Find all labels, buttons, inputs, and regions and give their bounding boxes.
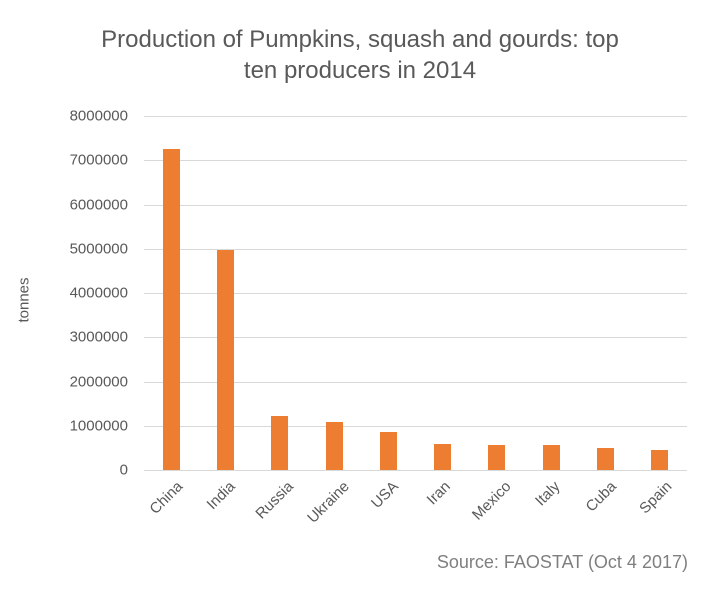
bar-usa	[379, 431, 397, 470]
x-tick-label: Italy	[531, 478, 564, 510]
x-tick-label: Spain	[635, 478, 676, 518]
gridline	[144, 470, 687, 471]
bar-india	[216, 249, 234, 470]
y-tick-label: 6000000	[69, 196, 128, 213]
gridline	[144, 293, 687, 294]
y-tick-label: 4000000	[69, 284, 128, 302]
x-tick-label: India	[203, 478, 239, 514]
chart-title-line-2: ten producers in 2014	[243, 57, 477, 84]
bar-spain	[651, 449, 669, 470]
gridline	[144, 160, 687, 162]
y-axis-label: tonnes	[15, 277, 33, 323]
x-tick-label: Iran	[423, 478, 455, 509]
bar-china	[162, 149, 180, 470]
y-tick-label: 8000000	[69, 107, 128, 125]
source-note: Source: FAOSTAT (Oct 4 2017)	[436, 552, 688, 572]
gridline	[144, 116, 687, 117]
gridline	[144, 248, 687, 250]
x-tick-label: China	[146, 478, 187, 518]
x-tick-label: Cuba	[582, 478, 621, 516]
x-tick-label: USA	[367, 478, 402, 512]
y-tick-label: 5000000	[69, 240, 128, 258]
bar-russia	[271, 415, 289, 470]
y-tick-label: 1000000	[69, 417, 128, 435]
x-tick-label: Russia	[252, 478, 298, 523]
bar-iran	[434, 443, 452, 470]
bar-italy	[542, 444, 560, 470]
y-tick-label: 2000000	[69, 373, 128, 390]
bar-cuba	[597, 448, 615, 470]
bar-mexico	[488, 444, 506, 470]
plot-area	[144, 116, 687, 471]
gridline	[144, 204, 687, 206]
x-tick-label: Mexico	[469, 478, 515, 524]
gridline	[144, 337, 687, 339]
gridline	[144, 425, 687, 427]
chart-title-line-1: Production of Pumpkins, squash and gourd…	[101, 26, 619, 53]
gridline	[144, 381, 687, 383]
y-tick-label: 3000000	[69, 328, 128, 346]
bar-ukraine	[325, 421, 343, 470]
x-tick-label: Ukraine	[304, 478, 354, 527]
chart-title: Production of Pumpkins, squash and gourd…	[0, 24, 720, 86]
y-tick-label: 7000000	[69, 151, 128, 169]
y-tick-label: 0	[119, 461, 128, 479]
